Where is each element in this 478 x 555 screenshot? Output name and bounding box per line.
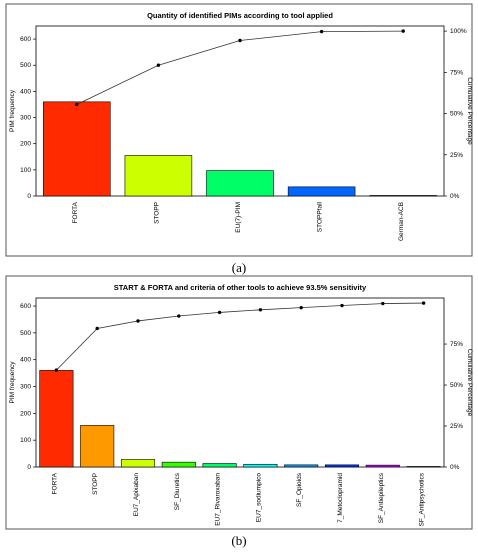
y-tick-label: 500 [20, 330, 31, 337]
cumulative-point [299, 305, 303, 310]
y-tick-label: 400 [20, 88, 31, 95]
bar-1 [124, 155, 193, 197]
bar-4 [202, 463, 237, 468]
y2-tick-label: 50% [450, 382, 463, 389]
cumulative-point [217, 310, 222, 315]
cumulative-point [421, 301, 426, 305]
panel-frame [5, 275, 473, 530]
y-tick-label: 300 [20, 115, 31, 122]
category-label: 7_Metoclopramid [337, 473, 344, 523]
bar-0 [39, 370, 74, 468]
y-tick-label: 0 [27, 464, 31, 471]
chart-title: Quantity of identified PIMs according to… [147, 11, 333, 20]
cumulative-point [54, 368, 59, 372]
cumulative-point [238, 38, 242, 43]
cumulative-point [401, 29, 405, 33]
bar-3 [287, 186, 356, 197]
category-label: German-ACB [398, 202, 405, 241]
y2-tick-label: 50% [450, 111, 463, 118]
cumulative-point [156, 63, 161, 67]
plot-area [35, 297, 445, 468]
cumulative-point [319, 29, 324, 34]
y-tick-label: 600 [20, 303, 31, 310]
category-label: EU7_Rivaroxaban [215, 473, 222, 526]
y2-tick-label: 25% [450, 423, 463, 430]
bar-1 [80, 425, 115, 468]
panel-caption: (b) [231, 533, 246, 548]
category-label: SF_Antipsychotics [419, 472, 426, 526]
bar-2 [120, 459, 156, 468]
y-tick-label: 500 [20, 62, 31, 69]
y-tick-label: 300 [20, 384, 31, 391]
category-label: SF_Diuretics [174, 472, 181, 510]
y2-axis-label: Cumulative Percentage [466, 349, 473, 417]
y-tick-label: 200 [20, 410, 31, 417]
bar-2 [206, 170, 274, 197]
y-axis-label: PIM frequency [9, 89, 16, 132]
cumulative-point [136, 319, 140, 323]
y2-tick-label: 0% [450, 193, 460, 200]
category-label: EU(7)-PIM [235, 202, 242, 233]
cumulative-point [258, 308, 263, 312]
y-tick-label: 100 [20, 167, 31, 174]
y2-tick-label: 75% [450, 69, 463, 76]
y-axis-label: PIM frequency [9, 361, 16, 404]
cumulative-point [340, 303, 344, 308]
y2-tick-label: 100% [450, 28, 467, 35]
chart-panel-1: START & FORTA and criteria of other tool… [5, 275, 473, 530]
category-label: EU7_sodiumpico [255, 473, 262, 523]
cumulative-point [381, 301, 385, 306]
category-label: SF_Opioids [296, 472, 303, 507]
y2-tick-label: 25% [450, 152, 463, 159]
cumulative-line [56, 302, 424, 371]
chart-panel-0: Quantity of identified PIMs according to… [5, 3, 473, 257]
category-label: FORTA [51, 472, 58, 494]
category-label: SF_Antiepileptics [378, 472, 385, 523]
y-tick-label: 400 [20, 357, 31, 364]
bar-8 [365, 464, 400, 468]
bar-5 [243, 464, 278, 468]
y-tick-label: 200 [20, 141, 31, 148]
bar-4 [369, 195, 437, 197]
category-label: STOPP [92, 473, 99, 495]
y2-axis-label: Cumulative Percentage [466, 77, 473, 145]
y2-tick-label: 0% [450, 464, 460, 471]
category-label: FORTA [72, 201, 79, 223]
bar-9 [406, 466, 441, 468]
y2-tick-label: 75% [450, 341, 463, 348]
y-tick-label: 600 [20, 36, 31, 43]
chart-title: START & FORTA and criteria of other tool… [114, 283, 367, 292]
category-label: STOPP [153, 202, 160, 224]
y-tick-label: 100 [20, 437, 31, 444]
bar-0 [43, 101, 111, 197]
panel-caption: (a) [232, 260, 246, 275]
y-tick-label: 0 [27, 193, 31, 200]
bar-7 [324, 464, 360, 468]
category-label: STOPPfall [317, 201, 324, 232]
bar-3 [161, 461, 196, 468]
cumulative-point [177, 314, 181, 318]
bar-6 [284, 464, 319, 468]
cumulative-point [95, 326, 99, 331]
category-label: EU7_Apixaban [133, 473, 140, 517]
cumulative-point [75, 102, 79, 107]
